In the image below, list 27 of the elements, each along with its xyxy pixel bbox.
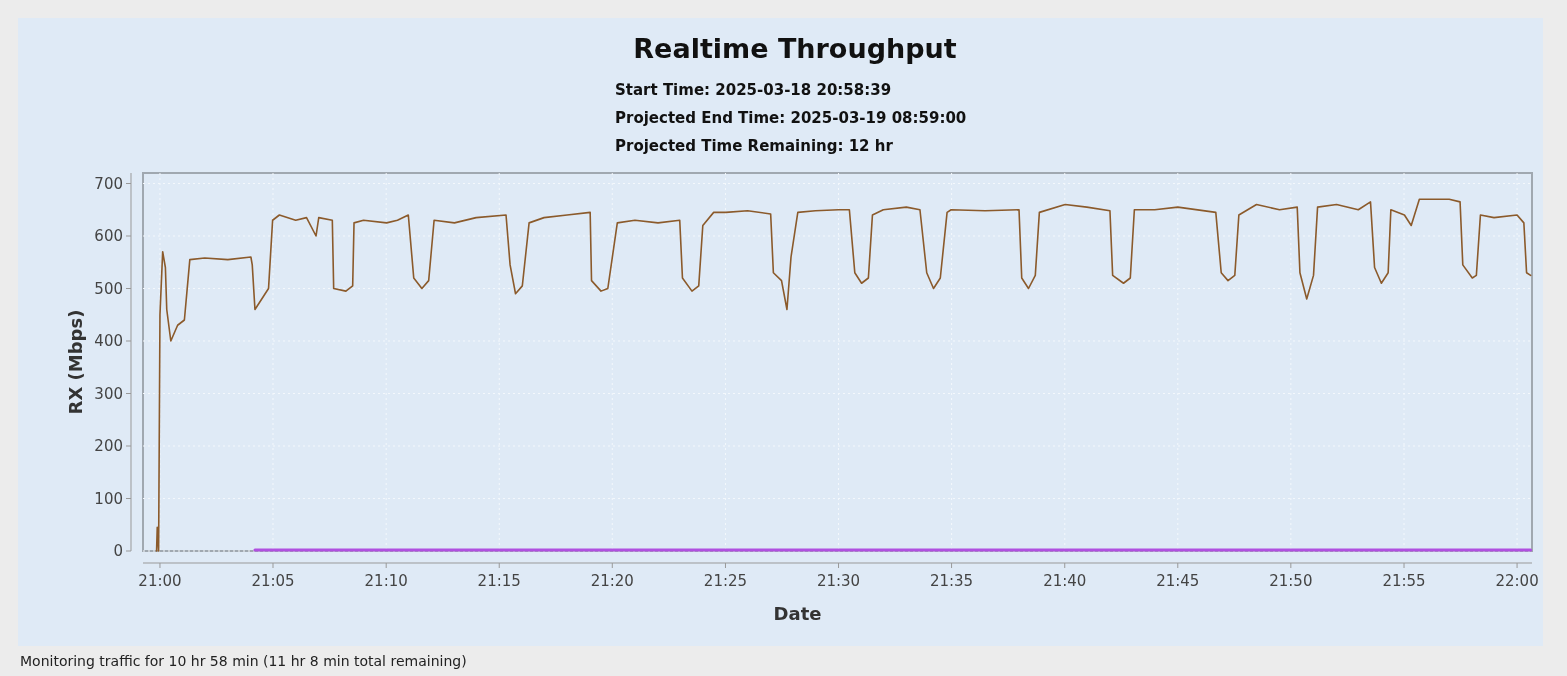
line-series — [155, 198, 1532, 552]
x-axis-title: Date — [773, 603, 822, 624]
y-tick-label: 400 — [94, 332, 123, 350]
y-tick-label: 300 — [94, 384, 123, 403]
y-tick-label: 100 — [94, 489, 123, 508]
y-axis-title: RX (Mbps) — [65, 309, 86, 415]
x-tick-label: 21:00 — [138, 572, 182, 590]
x-tick-label: 21:20 — [590, 572, 634, 590]
x-tick-label: 21:50 — [1269, 572, 1313, 590]
y-tick-label: 600 — [94, 227, 123, 245]
x-tick-label: 21:25 — [703, 572, 748, 590]
x-tick-label: 21:40 — [1043, 572, 1087, 590]
x-tick-label: 21:05 — [251, 572, 295, 590]
y-tick-label: 700 — [94, 174, 123, 193]
x-tick-label: 22:00 — [1495, 572, 1539, 590]
chart-title: Realtime Throughput — [633, 33, 957, 64]
x-tick-label: 21:35 — [929, 572, 974, 590]
y-tick-label: 0 — [113, 542, 123, 560]
x-tick-label: 21:15 — [477, 572, 521, 590]
x-tick-label: 21:10 — [364, 572, 408, 590]
x-tick-label: 21:55 — [1382, 572, 1426, 590]
y-tick-label: 500 — [94, 279, 123, 298]
text: Monitoring traffic for 10 hr 58 min (11 hr 8 min total remaining) — [20, 653, 467, 669]
y-tick-label: 200 — [94, 437, 123, 455]
x-tick-label: 21:45 — [1156, 572, 1200, 590]
x-tick-label: 21:30 — [816, 572, 861, 590]
chart-subtitle: Start Time: 2025-03-18 20:58:39 Projected End Time: 2025-03-19 08:59:00 Projected Time Remaining: 12 hr — [615, 81, 967, 155]
